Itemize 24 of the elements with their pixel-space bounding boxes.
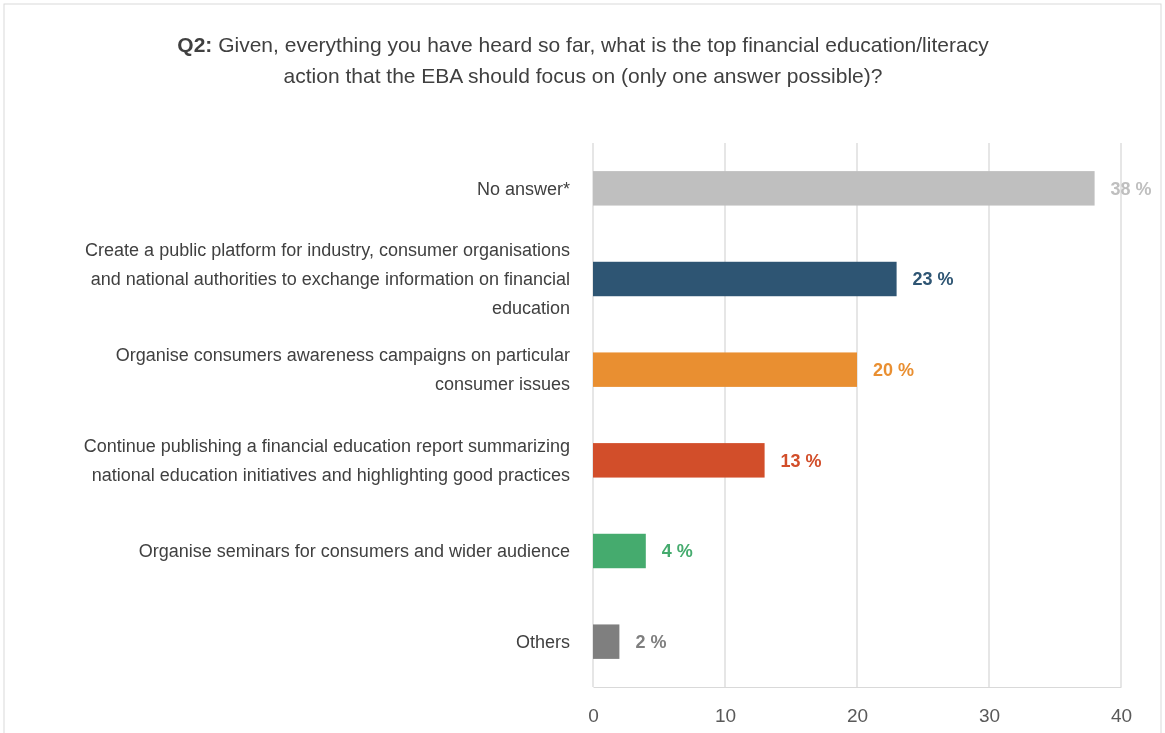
- x-tick-label: 0: [588, 705, 599, 727]
- y-tick-label: Organise consumers awareness campaigns on particular consumer issues: [115, 345, 571, 395]
- data-label: 4 %: [661, 541, 693, 562]
- data-label: 13 %: [780, 450, 822, 471]
- x-tick-label: 20: [846, 705, 869, 727]
- y-tick-label: Continue publishing a financial education report summarizing national education initiatives and highlighting good practices: [83, 436, 570, 486]
- y-tick-label: No answer*: [476, 178, 570, 199]
- x-tick-label: 30: [978, 705, 1001, 727]
- y-tick-label: Organise seminars for consumers and wider audience: [138, 541, 570, 562]
- y-tick-label: Others: [515, 631, 570, 652]
- chart-title: Q2: Given, everything you have heard so far, what is the top financial education/literacy action that the EBA should focus on (only one answer possible)?: [177, 33, 990, 87]
- data-label: 23 %: [912, 269, 954, 290]
- bar: [593, 352, 857, 387]
- x-tick-label: 40: [1110, 705, 1133, 727]
- bar: [593, 533, 646, 569]
- bar: [593, 624, 620, 659]
- data-label: 2 %: [635, 631, 667, 652]
- y-tick-label: Create a public platform for industry, consumer organisations and national authorities to exchange information on financial education: [85, 240, 570, 319]
- data-label: 20 %: [873, 359, 915, 380]
- bar: [593, 171, 1095, 206]
- x-tick-label: 10: [714, 705, 737, 727]
- data-label: 38 %: [1110, 178, 1152, 199]
- bar: [593, 443, 765, 478]
- bar: [593, 261, 897, 297]
